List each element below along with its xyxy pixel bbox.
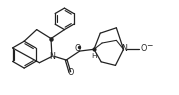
Text: −: − (146, 42, 152, 51)
Text: O: O (140, 44, 146, 53)
Text: N: N (121, 44, 127, 53)
Text: O: O (74, 44, 81, 53)
Text: N: N (49, 52, 55, 61)
Text: H: H (91, 53, 96, 59)
Text: O: O (67, 68, 74, 77)
